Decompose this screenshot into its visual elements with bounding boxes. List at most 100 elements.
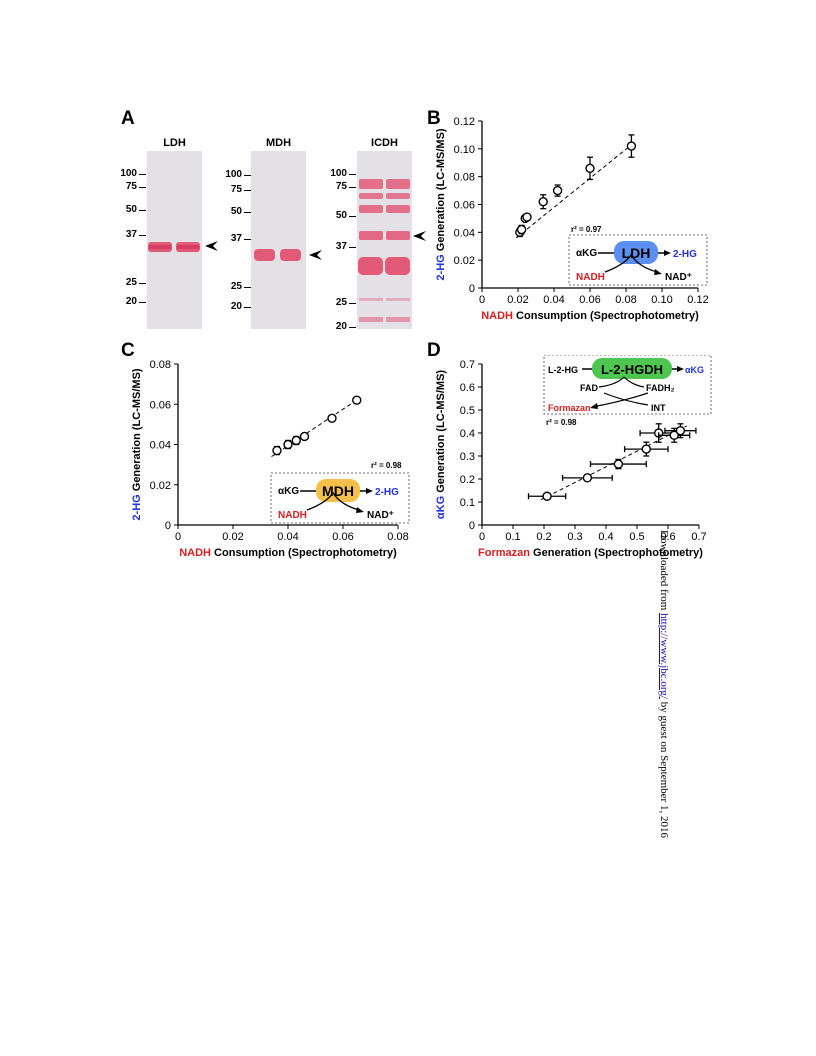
mw-marker: 75 [321, 181, 356, 192]
y-tick-label: 0.08 [454, 172, 475, 184]
arrow-head [356, 507, 364, 513]
x-tick-label: 0.08 [387, 531, 408, 543]
data-point [538, 197, 548, 207]
mw-marker: 50 [216, 206, 251, 217]
enzyme-label: LDH [622, 245, 651, 261]
dye-out-label: Formazan [548, 403, 591, 413]
substrate-label: αKG [278, 486, 299, 497]
y-axis-label-rest: Generation (LC-MS/MS) [435, 128, 447, 254]
y-tick-label: 0 [469, 520, 475, 532]
mw-marker: 37 [111, 229, 146, 240]
y-tick-label: 0.02 [454, 255, 475, 267]
y-tick-label: 0 [469, 283, 475, 295]
x-tick-label: 0.2 [536, 531, 551, 543]
product-label: 2-HG [673, 249, 697, 260]
cofactor-arrow [306, 491, 360, 511]
band-arrowhead [413, 231, 426, 241]
data-point [641, 444, 652, 454]
data-point [522, 212, 532, 222]
x-axis-label-highlight: NADH [179, 547, 211, 559]
data-point [675, 425, 686, 436]
x-tick-label: 0.6 [660, 531, 675, 543]
data-point [542, 491, 552, 501]
x-tick-label: 0.04 [277, 531, 298, 543]
y-axis-label: αKG Generation (LC-MS/MS) [435, 370, 447, 519]
y-axis-label-highlight: αKG [435, 496, 447, 519]
x-axis-label: NADH Consumption (Spectrophotometry) [179, 547, 397, 559]
cofactor-arrow [604, 253, 658, 273]
x-tick-label: 0.02 [222, 531, 243, 543]
r-squared-label: r² = 0.97 [571, 225, 602, 234]
arrow-head [366, 488, 373, 494]
data-point [585, 163, 595, 174]
x-tick-label: 0.04 [543, 294, 564, 306]
cofactor-arrow [623, 376, 645, 388]
download-watermark: Downloaded from http://www.jbc.org/ by g… [658, 530, 670, 838]
x-tick-label: 0 [479, 294, 485, 306]
enzyme-badge [316, 479, 360, 502]
chart-panel-c: 0 0.02 0.04 0.06 0.08 0 0.02 0.04 0.06 0.08 NADH C… [131, 359, 410, 559]
y-tick-label: 0.7 [460, 359, 475, 371]
x-axis-label-rest: Consumption (Spectrophotometry) [513, 310, 699, 322]
mw-marker: 37 [216, 233, 251, 244]
y-tick-label: 0.04 [150, 440, 171, 452]
fit-line [540, 425, 687, 501]
x-tick-label: 0.08 [615, 294, 636, 306]
x-tick-label: 0.4 [598, 531, 613, 543]
x-axis-label-rest: Consumption (Spectrophotometry) [211, 547, 397, 559]
band-arrowhead [205, 241, 218, 251]
y-axis-label-rest: Generation (LC-MS/MS) [131, 368, 143, 494]
x-tick-label: 0.12 [687, 294, 708, 306]
y-axis-label: 2-HG Generation (LC-MS/MS) [131, 368, 143, 521]
gel-bands [254, 249, 301, 261]
data-point [327, 413, 337, 424]
substrate-label: αKG [576, 248, 597, 259]
r-squared-label: r² = 0.98 [546, 418, 577, 427]
enzyme-badge [614, 241, 658, 264]
x-tick-label: 0.3 [567, 531, 582, 543]
data-point [626, 141, 637, 151]
mw-marker: 25 [321, 297, 356, 308]
mw-marker: 20 [216, 301, 251, 312]
watermark-suffix: by guest on September 1, 2016 [658, 698, 670, 838]
y-tick-label: 0.5 [460, 405, 475, 417]
gel-title: ICDH [371, 137, 398, 149]
enzyme-label: MDH [322, 483, 354, 499]
substrate-label: L-2-HG [548, 365, 578, 375]
panel-letter-a: A [121, 108, 135, 129]
dye-in-label: INT [651, 403, 666, 413]
enzyme-label: L-2-HGDH [601, 362, 663, 377]
arrow-head [664, 250, 671, 256]
data-point [272, 445, 282, 456]
y-tick-label: 0.3 [460, 451, 475, 463]
y-tick-label: 0.12 [454, 116, 475, 128]
y-tick-label: 0.6 [460, 382, 475, 394]
data-point [352, 395, 362, 405]
mw-marker: 20 [321, 321, 356, 332]
mw-marker: 25 [111, 277, 146, 288]
x-axis-label-highlight: NADH [481, 310, 513, 322]
panel-letter-b: B [427, 108, 441, 129]
cofactor-out-label: NAD⁺ [367, 510, 394, 521]
product-label: 2-HG [375, 487, 399, 498]
mw-marker: 50 [111, 204, 146, 215]
data-point [582, 473, 593, 483]
x-tick-label: 0.1 [505, 531, 520, 543]
x-tick-label: 0 [479, 531, 485, 543]
x-axis-label-highlight: Formazan [478, 547, 530, 559]
y-tick-label: 0.04 [454, 227, 475, 239]
y-tick-label: 0.4 [460, 428, 475, 440]
mw-marker: 37 [321, 241, 356, 252]
gel-title: LDH [163, 137, 186, 149]
data-point [291, 435, 301, 446]
panel-letter-c: C [121, 340, 135, 361]
gel-image [357, 151, 412, 329]
x-tick-label: 0.02 [507, 294, 528, 306]
mw-marker: 100 [321, 168, 356, 179]
watermark-link[interactable]: http://www.jbc.org/ [658, 613, 670, 699]
band-arrowhead [309, 250, 322, 260]
arrow-head [590, 403, 598, 409]
cofactor-out-label: FADH₂ [646, 383, 675, 393]
product-label: αKG [685, 365, 704, 375]
panel-letter-d: D [427, 340, 441, 361]
